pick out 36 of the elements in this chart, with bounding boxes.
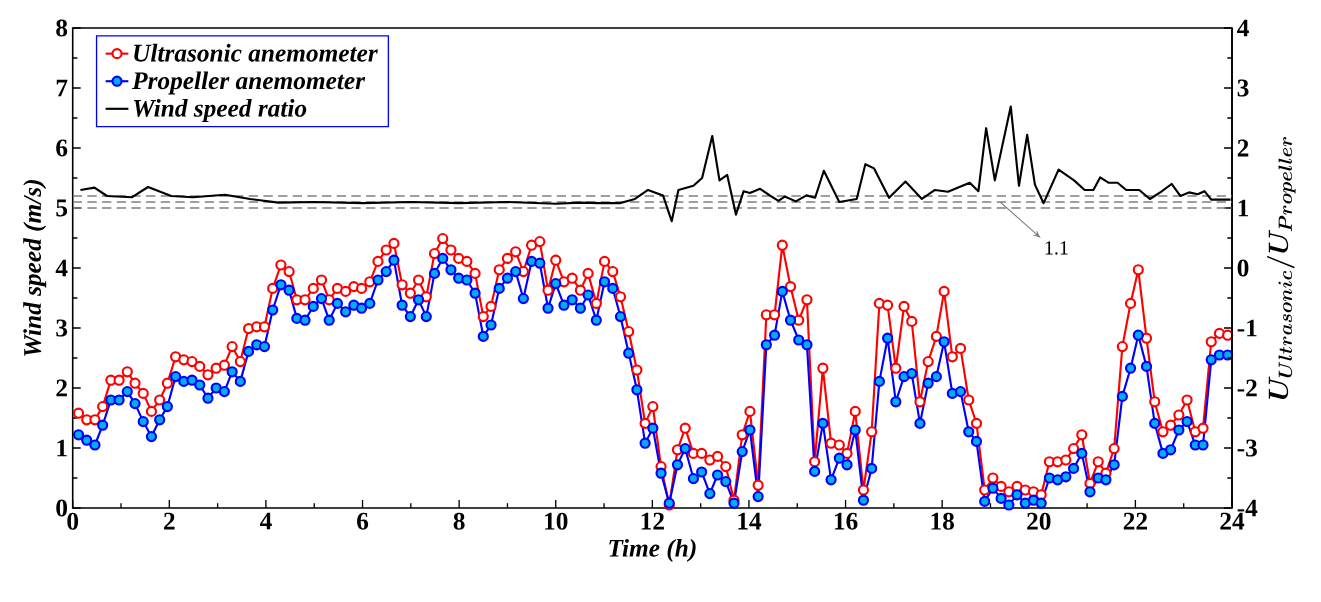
x-tick-label: 10 [545, 512, 568, 530]
y-tick-label: 6 [56, 139, 68, 157]
y2-tick-label: 1 [1238, 199, 1249, 217]
x-tick-label: 6 [357, 512, 369, 530]
x-tick-label: 8 [453, 512, 465, 530]
y2-tick-label: -1 [1237, 319, 1257, 337]
legend-label: Ultrasonic anemometer [134, 43, 378, 62]
y-tick-label: 7 [56, 79, 68, 97]
y-tick-label: 3 [56, 319, 68, 337]
x-tick-label: 20 [1027, 512, 1051, 530]
x-tick-label: 18 [931, 512, 954, 530]
x-tick-label: 12 [641, 512, 664, 530]
y-tick-label: 0 [56, 499, 68, 517]
y2-tick-label: 2 [1237, 139, 1249, 157]
legend-label: Propeller anemometer [132, 71, 366, 95]
y-tick-label: 1 [57, 439, 67, 457]
y2-tick-label: -2 [1237, 379, 1257, 397]
x-tick-label: 16 [834, 512, 858, 530]
legend-label: 1.1 [1045, 241, 1068, 255]
x-tick-label: 22 [1123, 512, 1147, 530]
x-tick-label: 2 [164, 512, 175, 530]
x-tick-label: 4 [259, 512, 272, 530]
y-tick-label: 5 [56, 199, 68, 217]
y-axis-title: Wind speed (m/s) [23, 180, 47, 356]
x-axis-title: Time (h) [609, 538, 696, 562]
y-tick-label: 2 [56, 379, 67, 397]
y-tick-label: 8 [56, 19, 68, 37]
y2-tick-label: -3 [1237, 439, 1257, 457]
y2-axis-title: $U_{Ultrasonic} / U_{Propeller}$ [1266, 137, 1296, 399]
legend-label: Wind speed ratio [133, 99, 307, 122]
y-tick-label: 4 [55, 259, 68, 277]
x-tick-label: 14 [738, 512, 762, 530]
y2-tick-label: 3 [1237, 79, 1249, 97]
y2-tick-label: 0 [1237, 259, 1249, 277]
y2-tick-label: 4 [1237, 19, 1249, 37]
x-tick-label: 0 [67, 512, 79, 530]
